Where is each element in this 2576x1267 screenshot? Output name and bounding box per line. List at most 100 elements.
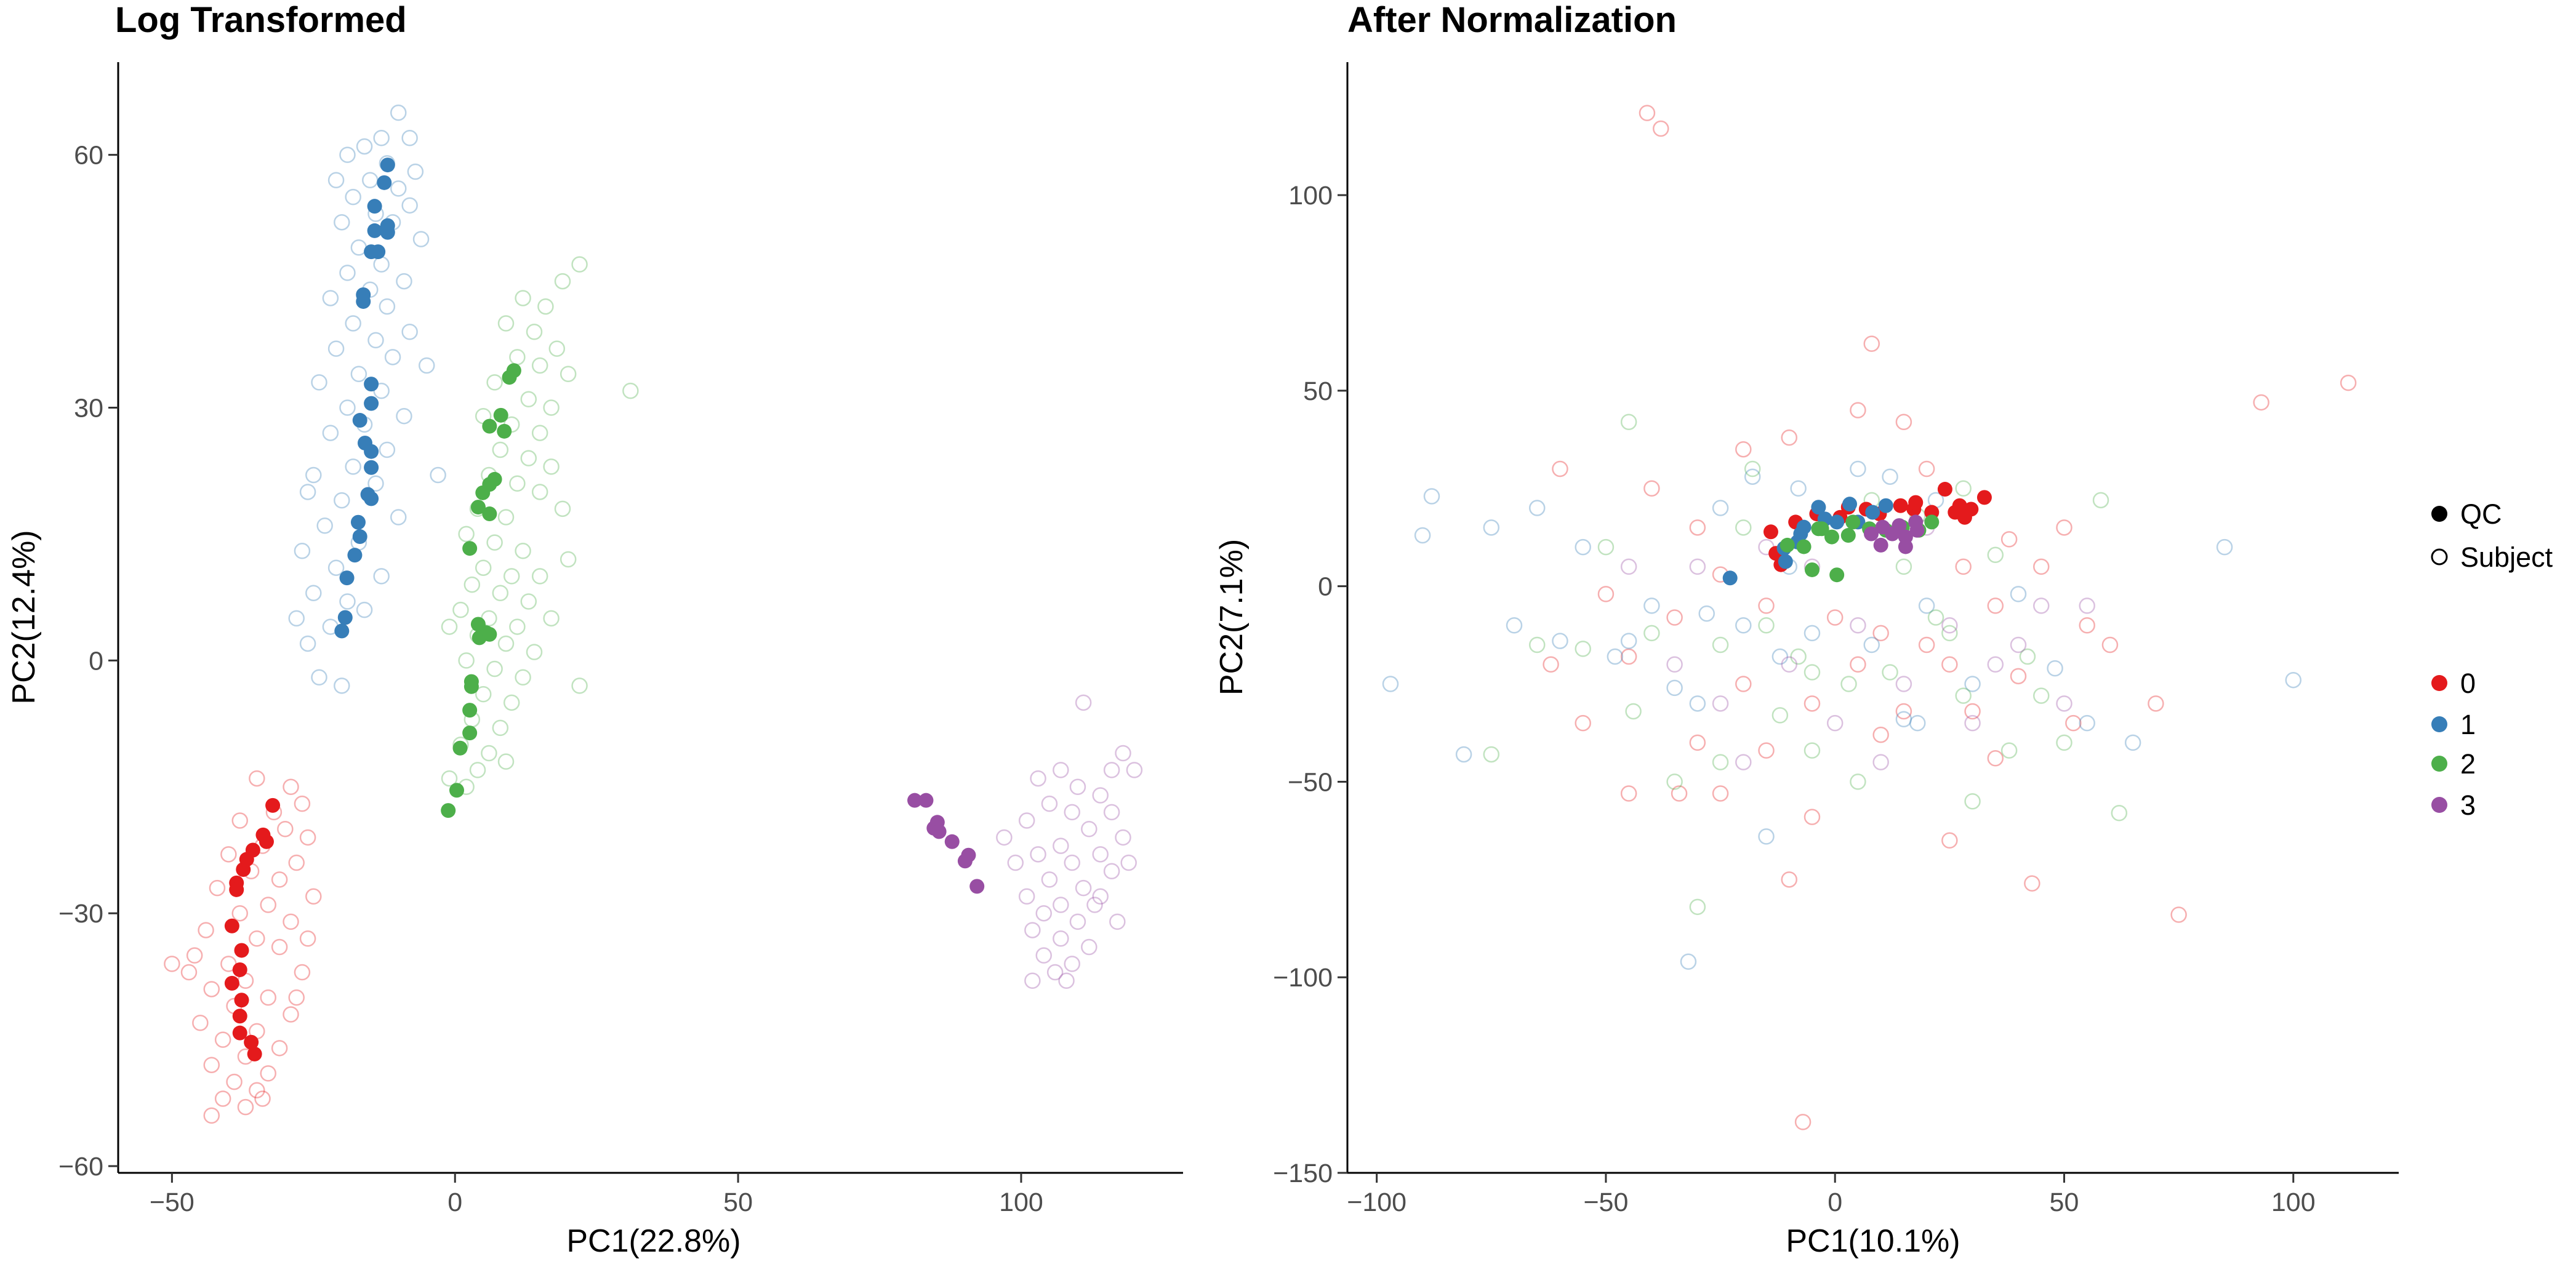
subject-point-group-3 (1941, 617, 1958, 634)
subject-point-group-3 (1092, 846, 1109, 863)
subject-point-group-1 (1772, 648, 1789, 665)
qc-point-group-2 (493, 407, 508, 423)
subject-point-group-1 (1804, 625, 1821, 642)
subject-point-group-0 (1735, 676, 1752, 692)
subject-point-group-2 (1772, 707, 1789, 724)
subject-point-group-2 (543, 458, 560, 475)
qc-point-group-1 (364, 377, 379, 392)
y-ticks: −150 −100 −50 0 50 100 (1273, 181, 1347, 1188)
subject-point-group-3 (1109, 913, 1126, 930)
subject-point-group-1 (407, 163, 424, 180)
subject-point-group-2 (497, 315, 515, 332)
subject-point-group-1 (412, 231, 430, 247)
y-tick-label: −150 (1273, 1159, 1333, 1188)
subject-point-group-3 (1064, 854, 1080, 871)
subject-point-group-2 (475, 559, 492, 576)
x-tick-label: 50 (723, 1188, 753, 1217)
subject-point-group-3 (1666, 656, 1683, 673)
subject-point-group-2 (520, 450, 537, 466)
subject-point-group-1 (2047, 660, 2063, 677)
qc-point-group-1 (367, 223, 382, 238)
subject-point-group-0 (2148, 695, 2164, 712)
subject-point-group-1 (1455, 746, 1472, 763)
subject-point-group-3 (1872, 754, 1889, 770)
legend-label-qc: QC (2460, 498, 2502, 530)
subject-point-group-2 (1987, 546, 2004, 564)
subject-point-group-1 (1863, 636, 1880, 653)
subject-point-group-1 (1666, 679, 1683, 697)
subject-point-group-2 (531, 568, 548, 585)
x-tick-label: 0 (1828, 1188, 1842, 1217)
subject-point-group-1 (1483, 519, 1500, 536)
qc-point-group-2 (1845, 514, 1861, 530)
subject-point-group-0 (1918, 636, 1935, 653)
qc-point-group-0 (224, 918, 239, 933)
subject-point-group-3 (2033, 598, 2050, 614)
x-tick-label: −50 (1583, 1188, 1628, 1217)
subject-point-group-0 (209, 879, 226, 897)
subject-point-group-3 (1103, 762, 1120, 778)
subject-point-group-1 (390, 509, 407, 526)
subject-point-group-2 (486, 534, 503, 551)
legend: QC Subject 0 1 2 3 (2431, 498, 2553, 821)
subject-point-group-2 (486, 374, 503, 391)
subject-point-group-0 (1620, 785, 1637, 802)
qc-point-group-0 (1908, 495, 1924, 510)
subject-point-group-0 (1639, 105, 1656, 121)
y-tick-label: 0 (89, 646, 103, 676)
subject-point-group-2 (475, 685, 492, 703)
qc-point-group-1 (364, 460, 379, 475)
subject-point-group-2 (481, 745, 497, 762)
subject-point-group-0 (1689, 734, 1706, 751)
subject-point-group-3 (2079, 598, 2095, 614)
panel-log-transformed: Log Transformed −50 0 50 100 −60 −30 0 30 60 PC… (6, 0, 1183, 1259)
subject-point-group-2 (492, 585, 509, 602)
subject-point-group-2 (509, 475, 526, 492)
subject-point-group-1 (311, 669, 327, 685)
subject-point-group-1 (1735, 617, 1752, 634)
qc-point-group-1 (1778, 554, 1793, 569)
qc-point-group-1 (347, 548, 363, 563)
qc-point-group-0 (1937, 482, 1952, 497)
qc-point-group-0 (224, 975, 239, 991)
panel-after-normalization: After Normalization −100 −50 0 50 100 −150−1… (1214, 0, 2399, 1259)
qc-point-group-1 (1722, 570, 1738, 586)
subject-point-group-1 (327, 340, 345, 357)
subject-point-group-2 (1744, 460, 1761, 478)
subject-point-group-1 (1964, 676, 1981, 692)
subject-point-group-1 (418, 357, 435, 374)
subject-point-group-0 (1964, 703, 1981, 720)
qc-point-group-1 (364, 396, 379, 411)
subject-point-group-0 (1575, 714, 1591, 732)
subject-point-group-0 (288, 854, 305, 871)
subject-point-group-1 (367, 332, 384, 349)
x-tick-label: 100 (999, 1188, 1043, 1217)
qc-point-group-2 (462, 703, 478, 718)
subject-point-group-2 (1758, 617, 1775, 634)
y-tick-label: −30 (58, 899, 103, 929)
subject-point-group-3 (1053, 762, 1069, 778)
subject-point-group-2 (554, 500, 571, 518)
x-ticks: −100 −50 0 50 100 (1347, 1173, 2316, 1217)
qc-point-group-1 (364, 491, 379, 506)
subject-point-group-1 (311, 374, 327, 391)
subject-point-group-0 (1987, 750, 2004, 767)
qc-point-group-1 (1796, 519, 1812, 535)
subject-point-group-1 (339, 146, 356, 163)
legend-label-group-0: 0 (2460, 668, 2476, 699)
qc-point-group-1 (352, 413, 367, 428)
subject-point-group-2 (1790, 648, 1807, 665)
subject-point-group-0 (2101, 636, 2119, 653)
subject-point-group-2 (1955, 687, 1972, 704)
subject-point-group-0 (198, 922, 214, 938)
subject-point-group-3 (1092, 787, 1109, 804)
subject-point-group-2 (2000, 742, 2018, 759)
subject-point-group-1 (1909, 714, 1926, 732)
subject-point-group-0 (1671, 785, 1688, 802)
qc-point-group-2 (1811, 521, 1826, 537)
subject-point-group-3 (1115, 829, 1131, 846)
subject-point-group-3 (1046, 964, 1064, 981)
qc-point-group-2 (475, 485, 491, 500)
y-ticks: −60 −30 0 30 60 (58, 141, 118, 1181)
subject-point-group-2 (509, 618, 526, 635)
